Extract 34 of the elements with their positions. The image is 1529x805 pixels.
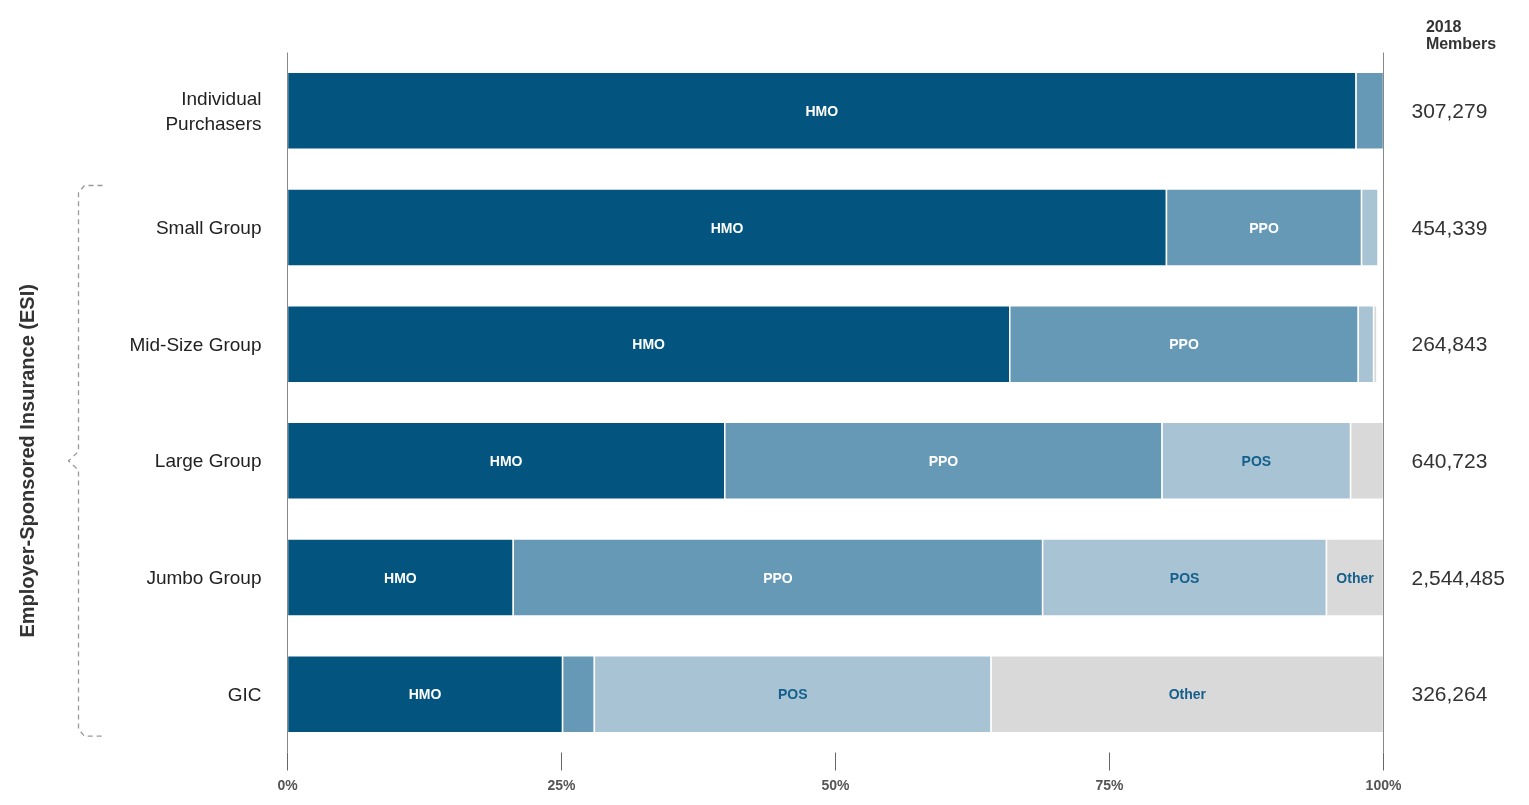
y-tick-label: Large Group <box>154 450 262 472</box>
text: POS <box>1169 569 1200 586</box>
text: HMO <box>710 219 744 236</box>
x-tick-label: 50% <box>821 776 851 793</box>
text: 264,843 <box>1411 332 1488 356</box>
text: Other <box>1168 686 1206 703</box>
text: 640,723 <box>1411 448 1488 472</box>
text: 326,264 <box>1411 682 1488 706</box>
series-label: POS <box>1241 452 1272 469</box>
text: HMO <box>632 336 665 353</box>
text: HMO <box>489 452 523 469</box>
text: PPO <box>928 452 959 469</box>
text: POS <box>777 686 808 703</box>
y-tick-label: Jumbo Group <box>146 567 262 588</box>
x-tick-label: 75% <box>1095 776 1125 793</box>
y-tick-label: Individual Purchasers <box>165 87 262 134</box>
y-tick-label: Small Group <box>155 217 262 238</box>
text: 2,544,485 <box>1411 565 1505 589</box>
y-tick-label: GIC <box>227 683 262 705</box>
x-tick-label: 25% <box>547 776 577 793</box>
text: HMO <box>408 686 442 703</box>
text: 454,339 <box>1411 215 1488 239</box>
text: 307,279 <box>1411 98 1488 122</box>
y-tick-label: Mid-Size Group <box>129 333 262 355</box>
text: PPO <box>763 569 793 586</box>
series-label: PPO <box>1249 219 1279 236</box>
text: PPO <box>1169 336 1199 353</box>
series-label: HMO <box>805 102 839 119</box>
text: 2018 Members <box>1425 17 1497 52</box>
series-label: Other <box>1336 569 1375 586</box>
x-tick-label: 100% <box>1365 776 1402 793</box>
x-tick-label: 0% <box>277 776 299 793</box>
text: HMO <box>384 569 417 586</box>
y-axis-title: Employer-Sponsored Insurance (ESI) <box>15 284 38 638</box>
